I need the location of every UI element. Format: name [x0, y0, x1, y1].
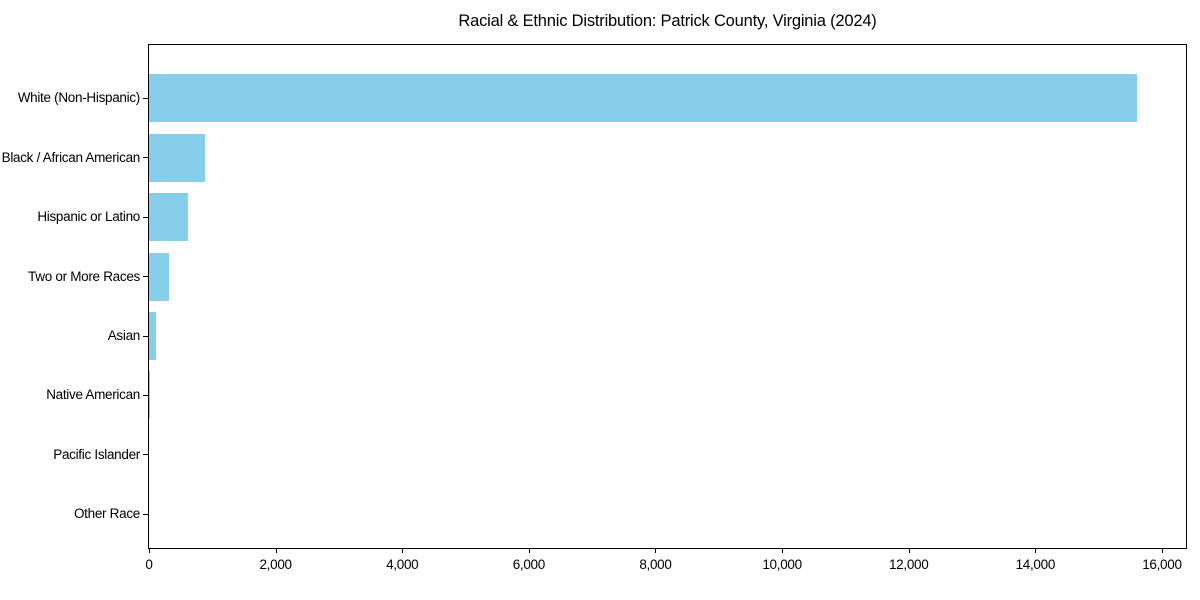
x-tick-label: 4,000 — [386, 557, 419, 572]
y-tick-mark — [143, 335, 148, 337]
y-tick-label: Other Race — [73, 506, 140, 522]
y-tick-label: Hispanic or Latino — [37, 209, 140, 225]
y-tick-label: Pacific Islander — [53, 446, 140, 462]
plot-area — [148, 44, 1187, 549]
x-tick-label: 2,000 — [259, 557, 292, 572]
x-tick-label: 8,000 — [639, 557, 672, 572]
y-tick-mark — [143, 216, 148, 218]
x-tick-label: 0 — [145, 557, 153, 572]
x-tick-mark — [149, 549, 150, 553]
x-tick-mark — [528, 549, 530, 553]
x-tick-mark — [908, 549, 910, 553]
y-tick-mark — [143, 97, 148, 99]
x-tick-mark — [275, 549, 277, 553]
y-tick-label: White (Non-Hispanic) — [17, 90, 141, 106]
y-tick-mark — [143, 394, 148, 396]
bar — [149, 193, 189, 242]
y-tick-label: Asian — [107, 328, 141, 344]
x-tick-mark — [1035, 549, 1037, 553]
bar — [149, 133, 206, 182]
x-tick-label: 14,000 — [1015, 557, 1056, 572]
chart-title: Racial & Ethnic Distribution: Patrick Co… — [458, 12, 877, 30]
x-tick-label: 16,000 — [1142, 557, 1182, 572]
y-tick-mark — [143, 513, 148, 515]
y-tick-mark — [143, 454, 148, 456]
x-tick-mark — [655, 549, 657, 553]
x-tick-mark — [1161, 549, 1163, 553]
y-tick-label: Black / African American — [1, 149, 141, 165]
y-tick-label: Two or More Races — [28, 268, 140, 284]
x-tick-mark — [402, 549, 404, 553]
y-tick-mark — [143, 276, 148, 278]
x-tick-label: 6,000 — [512, 557, 546, 572]
bar — [149, 312, 157, 361]
y-tick-mark — [143, 157, 148, 159]
bar — [149, 74, 1137, 123]
x-tick-label: 10,000 — [762, 557, 802, 572]
bar — [149, 371, 151, 420]
bar — [149, 252, 169, 301]
y-tick-label: Native American — [46, 387, 140, 403]
x-tick-label: 12,000 — [888, 557, 929, 572]
x-tick-mark — [782, 549, 784, 553]
